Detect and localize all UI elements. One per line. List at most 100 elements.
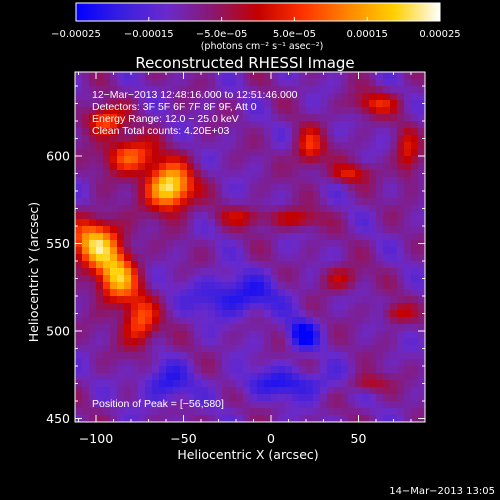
heatmap-cell [362, 93, 370, 101]
colorbar [75, 2, 441, 22]
heatmap-cell [404, 212, 412, 220]
heatmap-cell [285, 408, 293, 416]
heatmap-cell [271, 219, 279, 227]
heatmap-cell [257, 387, 265, 395]
heatmap-cell [250, 254, 258, 262]
heatmap-cell [166, 317, 174, 325]
heatmap-cell [229, 331, 237, 339]
heatmap-cell [110, 149, 118, 157]
heatmap-cell [320, 149, 328, 157]
heatmap-cell [411, 338, 419, 346]
heatmap-cell [103, 415, 111, 423]
heatmap-cell [334, 149, 342, 157]
heatmap-cell [173, 198, 181, 206]
heatmap-cell [264, 401, 272, 409]
heatmap-cell [327, 345, 335, 353]
heatmap-cell [159, 247, 167, 255]
heatmap-cell [306, 394, 314, 402]
heatmap-cell [383, 380, 391, 388]
heatmap-cell [152, 107, 160, 115]
heatmap-cell [320, 156, 328, 164]
heatmap-cell [82, 317, 90, 325]
heatmap-cell [355, 331, 363, 339]
heatmap-cell [348, 233, 356, 241]
heatmap-cell [208, 114, 216, 122]
heatmap-cell [348, 394, 356, 402]
heatmap-cell [89, 331, 97, 339]
heatmap-cell [348, 240, 356, 248]
heatmap-cell [404, 93, 412, 101]
heatmap-cell [173, 352, 181, 360]
heatmap-cell [313, 135, 321, 143]
heatmap-cell [166, 296, 174, 304]
heatmap-cell [292, 394, 300, 402]
heatmap-cell [257, 310, 265, 318]
heatmap-cell [138, 359, 146, 367]
heatmap-cell [299, 401, 307, 409]
heatmap-cell [264, 373, 272, 381]
heatmap-cell [397, 170, 405, 178]
heatmap-cell [257, 86, 265, 94]
heatmap-cell [264, 415, 272, 423]
heatmap-cell [201, 394, 209, 402]
heatmap-cell [103, 163, 111, 171]
heatmap-cell [264, 93, 272, 101]
heatmap-cell [96, 107, 104, 115]
heatmap-cell [194, 212, 202, 220]
heatmap-cell [383, 373, 391, 381]
heatmap-cell [229, 247, 237, 255]
heatmap-cell [299, 247, 307, 255]
heatmap-cell [306, 387, 314, 395]
heatmap-cell [229, 275, 237, 283]
heatmap-cell [89, 380, 97, 388]
heatmap-cell [138, 114, 146, 122]
heatmap-cell [299, 324, 307, 332]
heatmap-cell [152, 415, 160, 423]
heatmap-cell [152, 198, 160, 206]
heatmap-cell [173, 254, 181, 262]
heatmap-cell [201, 387, 209, 395]
heatmap-cell [124, 387, 132, 395]
heatmap-cell [397, 373, 405, 381]
heatmap-cell [390, 240, 398, 248]
heatmap-cell [362, 254, 370, 262]
heatmap-cell [187, 226, 195, 234]
heatmap-cell [215, 121, 223, 129]
heatmap-cell [75, 177, 83, 185]
heatmap-cell [173, 289, 181, 297]
heatmap-cell [117, 135, 125, 143]
heatmap-cell [264, 345, 272, 353]
heatmap-cell [103, 359, 111, 367]
heatmap-cell [117, 254, 125, 262]
heatmap-cell [257, 177, 265, 185]
heatmap-cell [236, 380, 244, 388]
heatmap-cell [264, 352, 272, 360]
heatmap-cell [348, 198, 356, 206]
heatmap-cell [376, 401, 384, 409]
heatmap-cell [320, 177, 328, 185]
heatmap-cell [292, 317, 300, 325]
heatmap-cell [110, 268, 118, 276]
heatmap-cell [236, 212, 244, 220]
heatmap-cell [75, 359, 83, 367]
heatmap-cell [180, 163, 188, 171]
heatmap-cell [348, 156, 356, 164]
heatmap-cell [103, 247, 111, 255]
heatmap-cell [306, 170, 314, 178]
heatmap-cell [201, 128, 209, 136]
heatmap-cell [264, 226, 272, 234]
heatmap-cell [264, 408, 272, 416]
heatmap-cell [369, 184, 377, 192]
heatmap-cell [320, 135, 328, 143]
heatmap-cell [166, 212, 174, 220]
heatmap-cell [229, 394, 237, 402]
heatmap-cell [103, 107, 111, 115]
heatmap-cell [96, 373, 104, 381]
heatmap-cell [208, 233, 216, 241]
heatmap-cell [355, 380, 363, 388]
heatmap-cell [257, 401, 265, 409]
heatmap-cell [166, 177, 174, 185]
heatmap-cell [180, 338, 188, 346]
heatmap-cell [117, 394, 125, 402]
heatmap-cell [285, 107, 293, 115]
